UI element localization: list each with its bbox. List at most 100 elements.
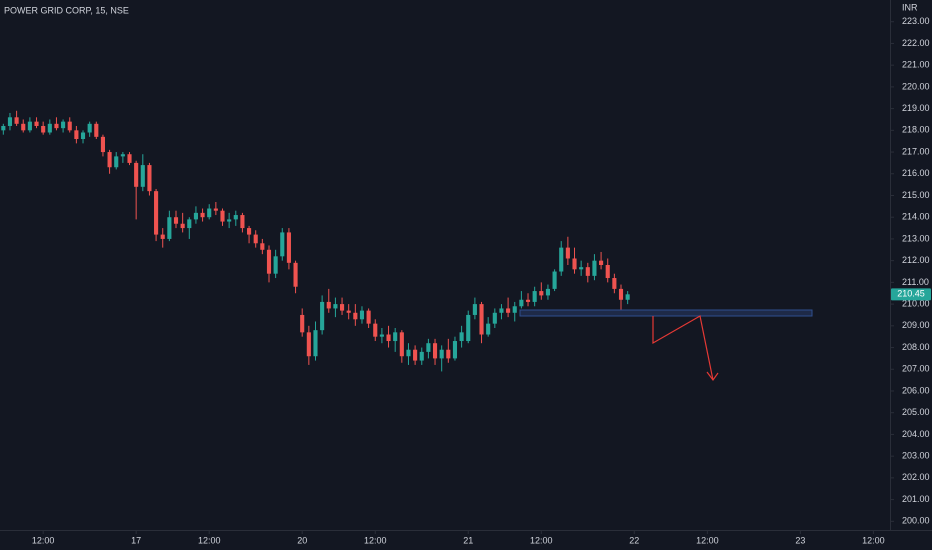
candle-body [134, 162, 139, 187]
y-tick-label: 200.00 [902, 516, 930, 526]
y-tick-label: 210.00 [902, 298, 930, 308]
candle-body [393, 332, 398, 342]
candle-body [459, 332, 464, 342]
candle-body [260, 243, 265, 250]
y-tick-label: 204.00 [902, 429, 930, 439]
y-tick-label: 211.00 [902, 277, 929, 287]
y-tick-label: 222.00 [902, 38, 930, 48]
candle-body [100, 136, 106, 153]
x-tick-label: 12:00 [364, 535, 387, 545]
currency-label: INR [902, 2, 918, 12]
candle-body [47, 123, 52, 133]
candle-body [187, 219, 192, 229]
candle-body [432, 343, 438, 359]
candle-body [592, 260, 597, 276]
candle-body [200, 212, 205, 218]
candle-body [599, 260, 604, 265]
candle-body [54, 123, 59, 129]
candle-body [612, 278, 617, 289]
y-tick-label: 213.00 [902, 233, 930, 243]
y-tick-label: 214.00 [902, 212, 930, 222]
candle-body [492, 312, 497, 324]
candle-body [1, 125, 6, 131]
y-tick-label: 208.00 [902, 342, 930, 352]
candle-body [532, 291, 537, 302]
y-tick-label: 212.00 [902, 255, 930, 265]
candle-body [140, 165, 145, 187]
candle-body [67, 121, 72, 131]
candle-body [446, 349, 451, 359]
candle-body [545, 288, 551, 296]
candle-body [107, 152, 112, 168]
candle-body [373, 323, 378, 337]
candle-body [74, 130, 79, 140]
candle-body [346, 310, 351, 313]
candle-body [114, 156, 119, 168]
candle-body [207, 208, 212, 218]
candle-body [286, 232, 291, 263]
candle-body [14, 117, 19, 124]
candle-body [426, 343, 431, 352]
candle-body [472, 304, 477, 315]
candle-body [413, 349, 418, 361]
x-tick-label: 23 [795, 535, 805, 545]
candle-body [193, 212, 198, 220]
candle-body [326, 301, 331, 309]
candle-body [506, 308, 511, 313]
candle-body [379, 334, 384, 337]
candle-body [293, 262, 298, 287]
candle-body [127, 154, 132, 163]
candle-body [154, 191, 159, 235]
x-tick-label: 12:00 [32, 535, 55, 545]
y-tick-label: 202.00 [902, 472, 930, 482]
x-tick-label: 17 [131, 535, 141, 545]
candle-body [366, 310, 371, 324]
candle-body [180, 223, 185, 229]
candle-body [247, 228, 252, 235]
candle-body [399, 332, 404, 357]
candle-body [519, 299, 524, 307]
chart-title: POWER GRID CORP, 15, NSE [4, 5, 129, 15]
candle-body [313, 330, 318, 357]
y-tick-label: 203.00 [902, 451, 930, 461]
candle-body [625, 294, 630, 300]
last-price-label: 210.45 [897, 289, 925, 299]
x-tick-label: 12:00 [198, 535, 221, 545]
candle-body [439, 349, 444, 359]
y-tick-label: 221.00 [902, 60, 930, 70]
candle-body [94, 123, 99, 137]
y-tick-label: 206.00 [902, 385, 930, 395]
candle-body [585, 267, 590, 276]
y-tick-label: 201.00 [902, 494, 930, 504]
candle-body [80, 132, 86, 140]
candle-body [27, 121, 32, 131]
last-price-tag [891, 288, 931, 301]
candle-body [167, 217, 172, 239]
candle-body [353, 312, 358, 320]
candle-body [41, 125, 46, 133]
candle-body [7, 117, 13, 126]
candle-body [213, 208, 218, 211]
candle-body [499, 308, 504, 313]
candle-body [386, 334, 391, 342]
candle-body [605, 265, 610, 279]
y-tick-label: 207.00 [902, 364, 930, 374]
candle-body [565, 247, 570, 259]
candle-body [512, 306, 517, 313]
y-tick-label: 205.00 [902, 407, 930, 417]
candle-body [406, 349, 411, 357]
y-tick-label: 220.00 [902, 81, 930, 91]
forecast-arrow [706, 371, 719, 382]
candle-body [539, 291, 544, 296]
y-tick-label: 216.00 [902, 168, 930, 178]
candle-body [359, 310, 365, 320]
candle-body [559, 247, 564, 272]
candle-body [34, 121, 39, 126]
candle-body [87, 123, 92, 133]
candle-body [320, 301, 325, 331]
candle-body [333, 304, 338, 309]
y-tick-label: 223.00 [902, 16, 930, 26]
candle-body [479, 304, 484, 335]
